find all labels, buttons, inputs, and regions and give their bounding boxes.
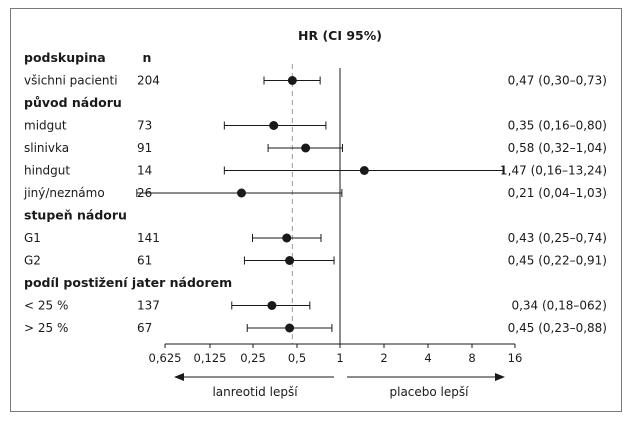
hr-ci-label: 0,35 (0,16–0,80): [508, 119, 607, 133]
left-arrow-label: lanreotid lepší: [212, 385, 298, 399]
row-n: 67: [137, 321, 152, 335]
row-label: slinivka: [24, 141, 69, 155]
row-n: 141: [137, 231, 160, 245]
left-arrow-head: [174, 373, 184, 381]
row-label: všichni pacienti: [24, 74, 118, 88]
right-arrow-label: placebo lepší: [390, 385, 470, 399]
x-tick-label: 0,125: [194, 351, 227, 365]
x-tick-label: 2: [380, 351, 387, 365]
direction-arrows: lanreotid lepší placebo lepší: [174, 373, 505, 399]
row-label: jiný/neznámo: [23, 186, 105, 200]
rows-layer: podskupina n všichni pacienti 204 0,47 (0,30…: [23, 50, 607, 335]
group-header: podskupina: [24, 50, 106, 65]
group-header: stupeň nádoru: [24, 208, 127, 223]
hr-point: [236, 188, 246, 198]
hr-ci-label: 0,45 (0,23–0,88): [508, 321, 607, 335]
row-label: G1: [24, 231, 41, 245]
hr-ci-label: 0,47 (0,30–0,73): [508, 74, 607, 88]
n-column-header: n: [143, 50, 152, 65]
row-label: G2: [24, 254, 41, 268]
x-tick-label: 0,625: [149, 351, 182, 365]
row-n: 61: [137, 254, 152, 268]
chart-title: HR (CI 95%): [298, 28, 382, 43]
hr-point: [287, 76, 297, 85]
row-label: hindgut: [24, 164, 70, 178]
hr-ci-label: 0,21 (0,04–1,03): [508, 186, 607, 200]
hr-point: [301, 143, 311, 153]
hr-ci-label: 0,45 (0,22–0,91): [508, 254, 607, 268]
x-tick-label: 8: [468, 351, 475, 365]
x-tick-label: 16: [508, 351, 523, 365]
row-n: 204: [137, 74, 160, 88]
hr-ci-label: 0,34 (0,18–062): [511, 299, 607, 313]
row-n: 91: [137, 141, 152, 155]
hr-ci-label: 0,58 (0,32–1,04): [508, 141, 607, 155]
hr-point: [269, 121, 279, 130]
row-label: > 25 %: [24, 321, 68, 335]
hr-point: [285, 323, 295, 333]
hr-ci-label: 0,43 (0,25–0,74): [508, 231, 607, 245]
x-tick-label: 4: [424, 351, 431, 365]
group-header: původ nádoru: [24, 95, 122, 110]
row-label: < 25 %: [24, 299, 68, 313]
row-n: 137: [137, 299, 160, 313]
row-n: 73: [137, 119, 152, 133]
right-arrow-head: [495, 373, 505, 381]
x-tick-label: 1: [336, 351, 343, 365]
marks-layer: [136, 64, 504, 344]
group-header: podíl postižení jater nádorem: [24, 275, 232, 290]
hr-ci-label: 1,47 (0,16–13,24): [500, 164, 607, 178]
hr-point: [359, 166, 369, 175]
hr-point: [267, 301, 277, 310]
hr-point: [282, 233, 292, 243]
hr-point: [285, 256, 295, 265]
row-n: 14: [137, 164, 152, 178]
x-tick-label: 0,25: [240, 351, 266, 365]
chart-frame: [10, 8, 622, 412]
x-tick-label: 0,5: [288, 351, 306, 365]
row-label: midgut: [24, 119, 67, 133]
x-axis: 0,625 0,125 0,25 0,5 1 2 4 8 16: [149, 343, 523, 365]
